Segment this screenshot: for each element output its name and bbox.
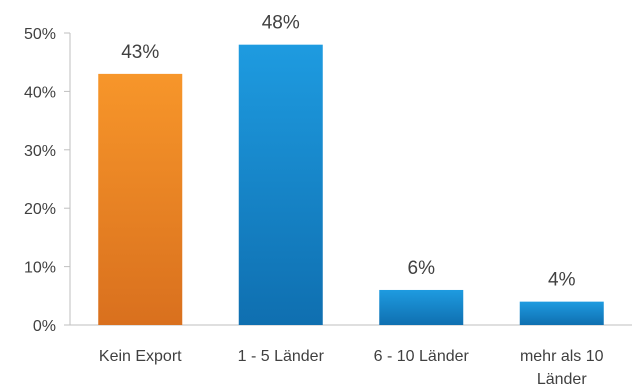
bars [98,44,604,326]
category-label: Kein Export [99,348,182,365]
y-tick-label: 50% [24,26,56,43]
category-label: 1 - 5 Länder [238,348,325,365]
y-tick-label: 20% [24,201,56,218]
bar [379,289,464,325]
category-label: mehr als 10 [520,348,604,365]
y-tick-label: 30% [24,143,56,160]
bar [238,44,323,326]
x-axis-categories: Kein Export 1 - 5 Länder 6 - 10 Länder mehr… [99,348,604,388]
data-label: 4% [548,270,576,291]
category-label: 6 - 10 Länder [374,348,470,365]
data-label: 43% [121,42,159,63]
bar [98,73,183,325]
y-tick-label: 0% [33,318,56,335]
data-label: 48% [262,13,300,34]
bar [519,301,604,325]
data-label: 6% [408,258,436,279]
category-label: Länder [537,371,587,388]
y-tick-label: 10% [24,260,56,277]
y-tick-label: 40% [24,84,56,101]
data-labels: 43% 48% 6% 4% [121,13,575,291]
